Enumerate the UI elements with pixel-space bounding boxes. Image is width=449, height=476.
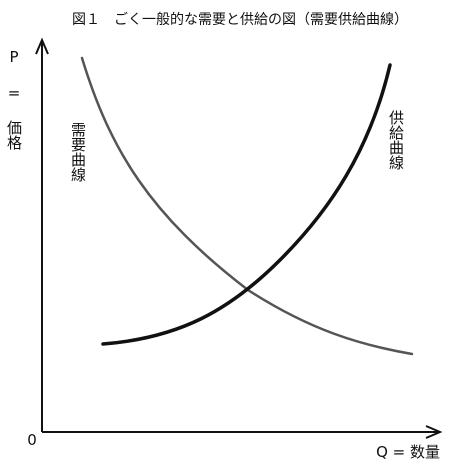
demand-curve xyxy=(80,56,414,356)
demand-label: 需要曲線 xyxy=(69,122,87,182)
x-axis-arrow xyxy=(425,425,443,439)
supply-label: 供給曲線 xyxy=(387,110,405,170)
y-axis-label: P = 価格 xyxy=(5,48,23,150)
x-axis-label: Q = 数量 xyxy=(376,443,440,461)
origin-label: 0 xyxy=(27,431,37,449)
supply-curve xyxy=(101,63,392,346)
title: 図１ ごく一般的な需要と供給の図（需要供給曲線） xyxy=(72,12,408,28)
y-axis-arrow xyxy=(35,37,49,55)
